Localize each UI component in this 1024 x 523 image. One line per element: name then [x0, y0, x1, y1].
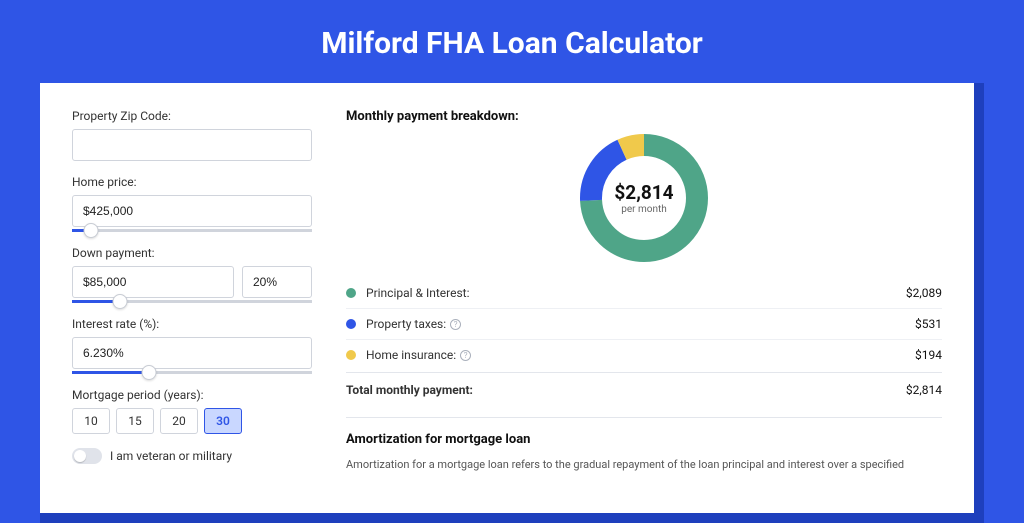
interest-rate-group: Interest rate (%): — [72, 317, 312, 374]
legend-label: Principal & Interest: — [366, 286, 906, 300]
down-payment-group: Down payment: — [72, 246, 312, 303]
interest-rate-label: Interest rate (%): — [72, 317, 312, 331]
home-price-input[interactable] — [72, 195, 312, 227]
home-price-slider[interactable] — [72, 229, 312, 232]
total-label: Total monthly payment: — [346, 383, 906, 397]
down-payment-input[interactable] — [72, 266, 234, 298]
interest-rate-input[interactable] — [72, 337, 312, 369]
legend-value: $531 — [915, 317, 942, 331]
mortgage-period-label: Mortgage period (years): — [72, 388, 312, 402]
amortization-title: Amortization for mortgage loan — [346, 432, 942, 447]
home-price-slider-thumb[interactable] — [84, 223, 99, 238]
interest-rate-slider-thumb[interactable] — [141, 365, 156, 380]
home-price-group: Home price: — [72, 175, 312, 232]
zip-input[interactable] — [72, 129, 312, 161]
legend-label: Property taxes:? — [366, 317, 915, 331]
period-button-15[interactable]: 15 — [116, 408, 154, 434]
legend-value: $2,089 — [906, 286, 942, 300]
period-button-10[interactable]: 10 — [72, 408, 110, 434]
down-payment-label: Down payment: — [72, 246, 312, 260]
zip-field-group: Property Zip Code: — [72, 109, 312, 161]
legend-dot — [346, 319, 356, 329]
mortgage-period-group: Mortgage period (years): 10152030 — [72, 388, 312, 434]
down-payment-slider[interactable] — [72, 300, 312, 303]
legend-label: Home insurance:? — [366, 348, 915, 362]
interest-rate-slider[interactable] — [72, 371, 312, 374]
panel-shadow: Property Zip Code: Home price: Down paym… — [40, 83, 984, 523]
info-icon[interactable]: ? — [460, 350, 471, 361]
breakdown-title: Monthly payment breakdown: — [346, 109, 942, 124]
zip-label: Property Zip Code: — [72, 109, 312, 123]
legend-dot — [346, 288, 356, 298]
home-price-label: Home price: — [72, 175, 312, 189]
donut-sub: per month — [614, 204, 673, 215]
results-column: Monthly payment breakdown: $2,814 per mo… — [346, 109, 942, 487]
page-title: Milford FHA Loan Calculator — [0, 0, 1024, 83]
total-row: Total monthly payment: $2,814 — [346, 372, 942, 411]
veteran-toggle-row: I am veteran or military — [72, 448, 312, 464]
form-column: Property Zip Code: Home price: Down paym… — [72, 109, 312, 487]
down-payment-slider-thumb[interactable] — [113, 294, 128, 309]
amortization-section: Amortization for mortgage loan Amortizat… — [346, 417, 942, 472]
legend-row: Property taxes:?$531 — [346, 309, 942, 340]
period-button-30[interactable]: 30 — [204, 408, 242, 434]
donut-amount: $2,814 — [614, 181, 673, 204]
amortization-text: Amortization for a mortgage loan refers … — [346, 457, 942, 472]
info-icon[interactable]: ? — [450, 319, 461, 330]
veteran-toggle[interactable] — [72, 448, 102, 464]
calculator-panel: Property Zip Code: Home price: Down paym… — [40, 83, 974, 513]
legend-row: Principal & Interest:$2,089 — [346, 278, 942, 309]
donut-chart: $2,814 per month — [346, 134, 942, 262]
legend-value: $194 — [915, 348, 942, 362]
total-value: $2,814 — [906, 383, 942, 397]
period-button-20[interactable]: 20 — [160, 408, 198, 434]
legend-row: Home insurance:?$194 — [346, 340, 942, 370]
donut-center: $2,814 per month — [614, 181, 673, 215]
veteran-label: I am veteran or military — [110, 449, 232, 463]
down-payment-pct-input[interactable] — [242, 266, 312, 298]
legend-dot — [346, 350, 356, 360]
